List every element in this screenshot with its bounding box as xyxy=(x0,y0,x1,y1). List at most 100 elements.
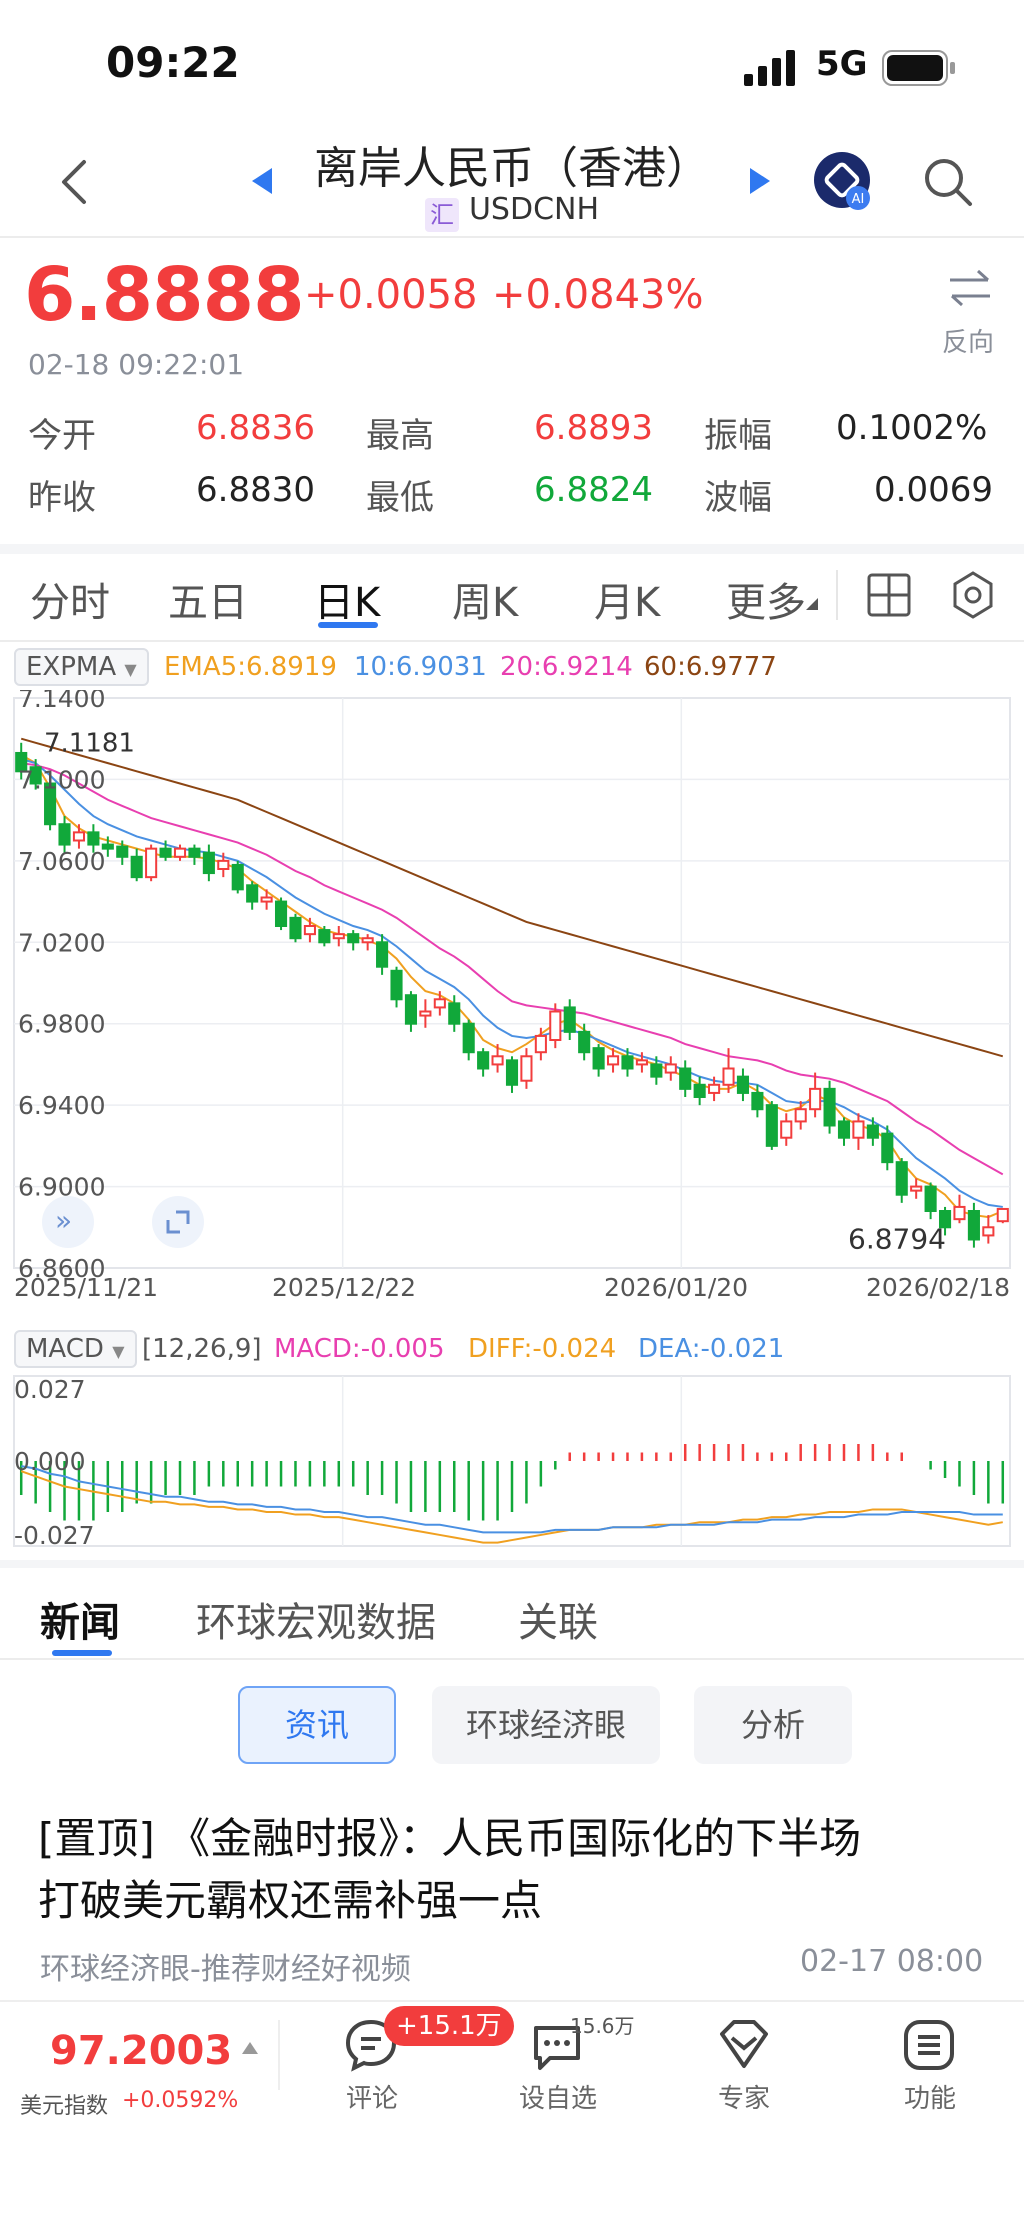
grid-icon[interactable] xyxy=(866,572,912,618)
macd-y-tick: 0.027 xyxy=(14,1375,86,1404)
usd-index-value[interactable]: 97.2003 xyxy=(50,2028,233,2074)
price-change-percent: +0.0843% xyxy=(492,272,704,318)
candle xyxy=(967,1210,980,1241)
candle xyxy=(765,1104,778,1147)
candle xyxy=(145,847,158,879)
candle xyxy=(130,855,143,879)
svg-text:AI: AI xyxy=(852,192,865,207)
candle xyxy=(231,863,244,891)
tab-news[interactable]: 新闻 xyxy=(40,1600,120,1646)
candle xyxy=(289,916,302,940)
tab-more[interactable]: 更多 xyxy=(726,580,806,626)
more-dropdown-icon[interactable] xyxy=(806,598,820,612)
candle xyxy=(404,994,418,1025)
network-type: 5G xyxy=(816,44,868,84)
candle xyxy=(390,969,403,1001)
candle xyxy=(910,1185,923,1192)
macd-lines xyxy=(20,1465,1003,1544)
stat-prev-close-label: 昨收 xyxy=(28,478,96,518)
symbol-subtitle: 汇 USDCNH xyxy=(0,192,1024,232)
section-separator xyxy=(0,544,1024,554)
dea-value: DEA:-0.021 xyxy=(638,1334,785,1364)
candle xyxy=(477,1051,490,1070)
tab-intraday[interactable]: 分时 xyxy=(30,580,110,626)
candle xyxy=(505,1059,519,1086)
ema20-value: 20:6.9214 xyxy=(500,652,633,682)
diff-value: DIFF:-0.024 xyxy=(468,1334,617,1364)
y-tick-label: 7.1400 xyxy=(18,690,105,713)
header-divider xyxy=(0,236,1024,238)
reverse-label[interactable]: 反向 xyxy=(942,328,995,358)
candle xyxy=(448,1002,461,1025)
macd-labels: 0.027 0.000 -0.027 xyxy=(14,1375,95,1550)
min-label: 6.8794 xyxy=(848,1223,946,1256)
stat-high-value: 6.8893 xyxy=(534,408,653,448)
candle xyxy=(794,1108,807,1123)
candle xyxy=(15,751,28,773)
candle xyxy=(664,1063,677,1074)
expma-selector[interactable]: EXPMA ▼ xyxy=(14,648,149,686)
reverse-icon[interactable] xyxy=(946,268,994,308)
search-icon[interactable] xyxy=(922,156,974,208)
macd-chart[interactable]: 0.027 0.000 -0.027 xyxy=(0,1372,1024,1552)
function-icon[interactable] xyxy=(902,2018,956,2072)
expert-icon[interactable] xyxy=(716,2018,772,2072)
chip-analysis[interactable]: 分析 xyxy=(694,1686,852,1764)
candle xyxy=(751,1091,764,1111)
macd-selector[interactable]: MACD ▼ xyxy=(14,1330,137,1368)
chip-info[interactable]: 资讯 xyxy=(238,1686,396,1764)
status-time: 09:22 xyxy=(106,38,240,87)
max-label: 7.1181 xyxy=(44,729,135,759)
stat-low-value: 6.8824 xyxy=(534,470,653,510)
candle xyxy=(650,1063,663,1078)
candle xyxy=(592,1047,605,1070)
y-tick-label: 7.0600 xyxy=(18,847,105,876)
chevron-down-icon: ▼ xyxy=(124,660,137,679)
candle xyxy=(578,1030,591,1054)
candlestick-chart[interactable]: 7.14007.10007.06007.02006.98006.94006.90… xyxy=(0,690,1024,1300)
tab-week-k[interactable]: 周K xyxy=(452,580,519,626)
expand-left-button[interactable]: » xyxy=(42,1196,94,1248)
candle xyxy=(101,843,114,850)
candle xyxy=(953,1205,966,1221)
next-symbol-icon[interactable] xyxy=(748,166,772,196)
candle xyxy=(736,1075,750,1094)
ema5-line xyxy=(20,754,1004,1219)
expert-label[interactable]: 专家 xyxy=(717,2084,770,2114)
macd-value: MACD:-0.005 xyxy=(274,1334,445,1364)
news-tab-indicator xyxy=(52,1650,112,1656)
candle xyxy=(202,851,215,875)
tab-day-k[interactable]: 日K xyxy=(314,580,381,626)
y-tick-label: 6.9800 xyxy=(18,1010,105,1039)
prev-symbol-icon[interactable] xyxy=(250,166,274,196)
function-label[interactable]: 功能 xyxy=(903,2084,956,2114)
ema60-value: 60:6.9777 xyxy=(644,652,777,682)
tab-divider xyxy=(836,570,838,620)
news-headline[interactable]: [置顶] 《金融时报》：人民币国际化的下半场 打破美元霸权还需补强一点 xyxy=(38,1808,998,1932)
candle xyxy=(996,1207,1009,1223)
candle xyxy=(606,1055,620,1066)
tab-related[interactable]: 关联 xyxy=(518,1600,598,1646)
current-price: 6.8888 xyxy=(24,252,305,338)
chip-global-econ[interactable]: 环球经济眼 xyxy=(432,1686,660,1764)
fullscreen-button[interactable] xyxy=(152,1196,204,1248)
add-watchlist-icon[interactable] xyxy=(530,2020,584,2072)
tab-macro-data[interactable]: 环球宏观数据 xyxy=(196,1600,436,1646)
tab-five-day[interactable]: 五日 xyxy=(168,580,248,626)
ai-assistant-icon[interactable]: AI xyxy=(812,150,878,216)
candle xyxy=(635,1059,648,1066)
x-tick-label: 2025/12/22 xyxy=(272,1273,416,1300)
comment-label[interactable]: 评论 xyxy=(345,2084,398,2114)
stat-amplitude-label: 振幅 xyxy=(704,416,772,456)
stat-range-value: 0.0069 xyxy=(874,470,993,510)
candle xyxy=(924,1185,937,1213)
stat-high-label: 最高 xyxy=(366,416,434,456)
candle xyxy=(347,933,360,944)
back-icon[interactable] xyxy=(56,158,92,206)
chevron-down-icon: ▼ xyxy=(112,1342,125,1361)
tab-month-k[interactable]: 月K xyxy=(594,580,661,626)
add-watchlist-label[interactable]: 设自选 xyxy=(518,2084,597,2114)
page-title: 离岸人民币（香港） xyxy=(314,143,710,194)
stat-open-value: 6.8836 xyxy=(196,408,315,448)
settings-icon[interactable] xyxy=(950,570,996,620)
